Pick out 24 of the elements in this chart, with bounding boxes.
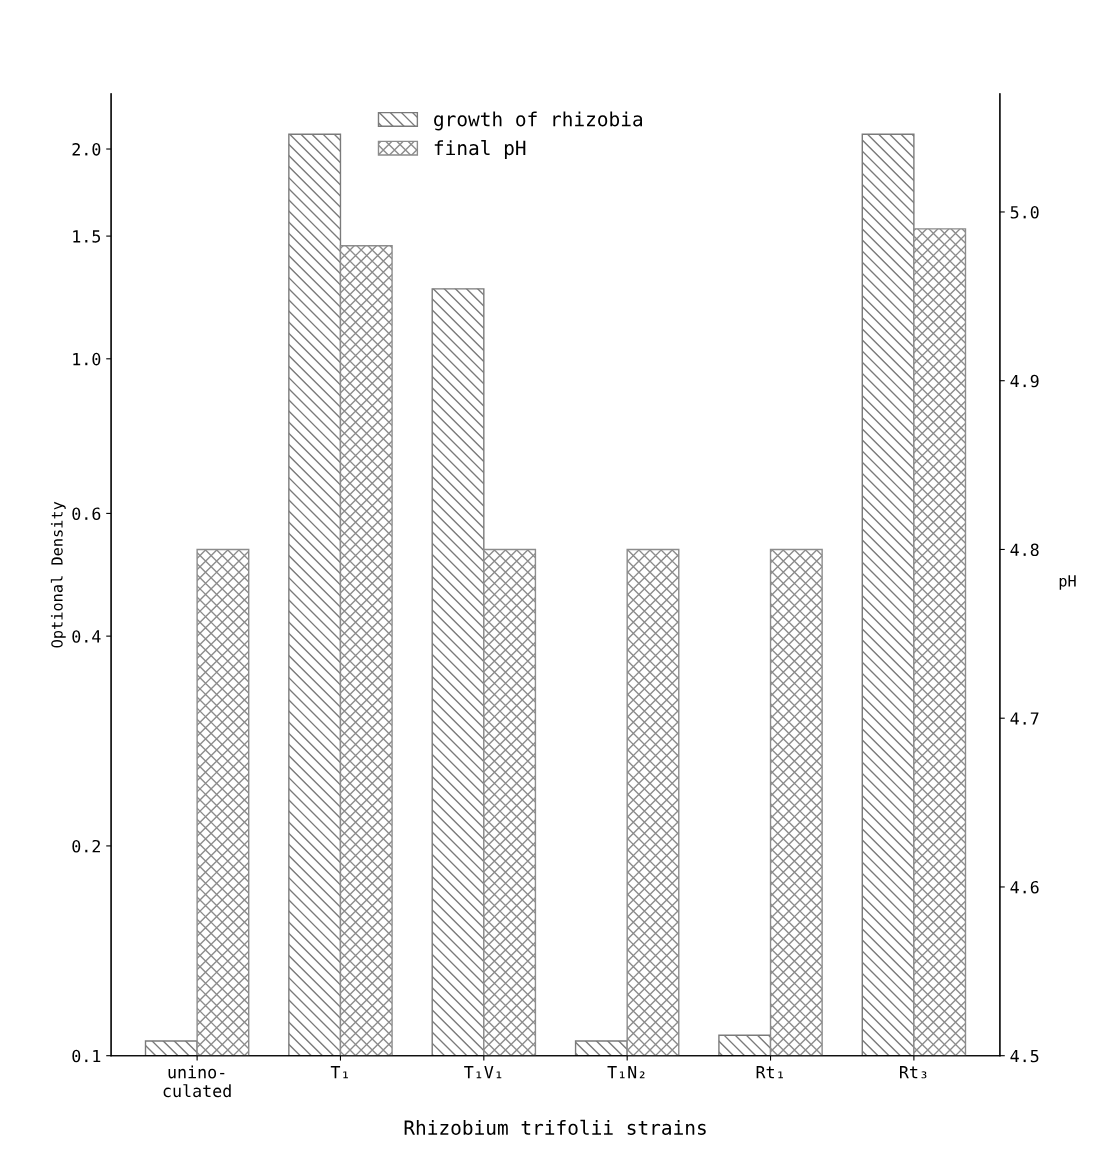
y-tick-label: 1.5 xyxy=(73,230,101,243)
y2-tick-label: 5.0 xyxy=(1010,205,1039,219)
x-tick-label: Rt₁ xyxy=(756,1066,783,1079)
x-tick-label: unino- culated xyxy=(163,1065,231,1098)
y-tick-label: 0.1 xyxy=(72,1049,101,1063)
y-tick-label: 1.0 xyxy=(73,352,101,366)
y-tick-label: 2.0 xyxy=(72,143,101,156)
y-tick-label: 0.6 xyxy=(72,507,101,521)
y2-tick-label: 4.9 xyxy=(1010,374,1039,388)
y2-tick-label: 4.6 xyxy=(1010,880,1039,894)
legend-label: final pH xyxy=(434,140,526,160)
y2-tick-label: 4.8 xyxy=(1010,543,1039,557)
y-axis-title: Optional Density xyxy=(50,501,66,648)
x-tick-label: T₁ xyxy=(330,1066,348,1079)
legend-label: growth of rhizobia xyxy=(434,111,642,131)
y-tick-label: 0.4 xyxy=(72,630,101,643)
x-tick-label: T₁N₂ xyxy=(607,1066,645,1079)
y2-axis-title: pH xyxy=(1059,575,1076,590)
x-tick-label: Rt₃ xyxy=(900,1066,927,1079)
y2-tick-label: 4.5 xyxy=(1010,1049,1039,1063)
y2-tick-label: 4.7 xyxy=(1010,712,1039,725)
y-tick-label: 0.2 xyxy=(72,839,100,853)
x-axis-title: Rhizobium trifolii strains xyxy=(404,1119,706,1136)
x-tick-label: T₁V₁ xyxy=(464,1066,502,1079)
